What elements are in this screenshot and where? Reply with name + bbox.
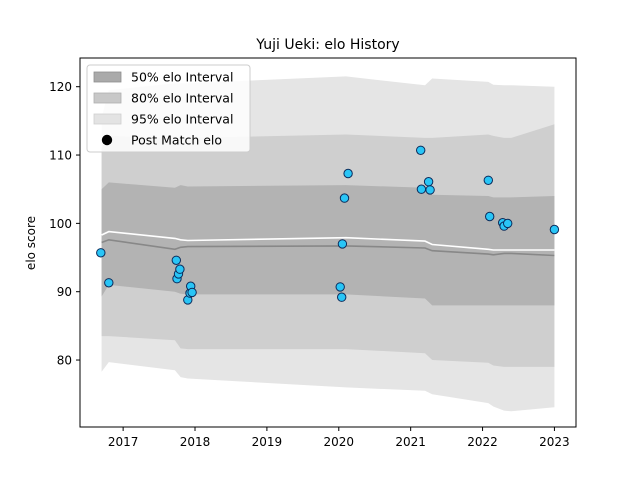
y-axis-label: elo score [24, 216, 38, 270]
post-match-elo-point [96, 248, 106, 258]
plot-area [96, 76, 560, 412]
x-tick-label: 2023 [539, 435, 570, 449]
post-match-elo-point [104, 278, 114, 288]
legend-label: 50% elo Interval [131, 70, 233, 85]
legend: 50% elo Interval 80% elo Interval 95% elo … [86, 64, 251, 153]
x-tick-label: 2021 [395, 435, 426, 449]
chart-title: Yuji Ueki: elo History [255, 37, 399, 53]
plot-frame [79, 57, 577, 428]
axis-ticks: 2017 2018 2019 2020 2021 2022 2023 80 90 100 110 12… [49, 80, 570, 449]
mean-elo-line [101, 238, 555, 257]
post-match-elo-point [485, 211, 495, 222]
legend-swatch-points [101, 134, 113, 146]
x-tick-label: 2018 [180, 435, 211, 449]
post-match-elo-point [503, 218, 513, 229]
x-tick-label: 2017 [108, 435, 139, 449]
post-match-elo-point [343, 168, 353, 179]
post-match-elo-point [337, 292, 347, 302]
legend-label: 95% elo Interval [131, 112, 233, 127]
y-tick-label: 120 [49, 80, 72, 94]
post-match-elo-point [335, 282, 345, 292]
post-match-elo-point [425, 185, 435, 195]
post-match-elo-point [187, 287, 197, 298]
x-tick-label: 2020 [324, 435, 355, 449]
post-match-elo-point [423, 177, 434, 187]
y-tick-label: 90 [57, 285, 72, 299]
x-tick-label: 2022 [467, 435, 498, 449]
legend-box [86, 64, 251, 153]
post-match-elo-point [549, 224, 560, 235]
y-tick-label: 100 [49, 217, 72, 231]
post-match-elo-point [171, 255, 182, 265]
legend-swatch-band50 [93, 71, 122, 83]
post-match-elo-point [416, 184, 427, 194]
legend-swatch-band80 [93, 92, 122, 104]
y-tick-label: 110 [49, 149, 72, 163]
post-match-elo-point [175, 264, 185, 274]
legend-label: Post Match elo [131, 133, 222, 148]
post-match-elo-point [337, 239, 348, 249]
band-50-interval [101, 182, 555, 306]
post-match-elo-point [483, 175, 493, 186]
post-match-elo-point [339, 193, 350, 203]
median-elo-line [101, 230, 555, 251]
legend-swatch-band95 [93, 113, 122, 125]
legend-label: 80% elo Interval [131, 91, 233, 106]
y-tick-label: 80 [57, 354, 72, 368]
post-match-elo-point [416, 145, 426, 156]
x-tick-label: 2019 [252, 435, 283, 449]
